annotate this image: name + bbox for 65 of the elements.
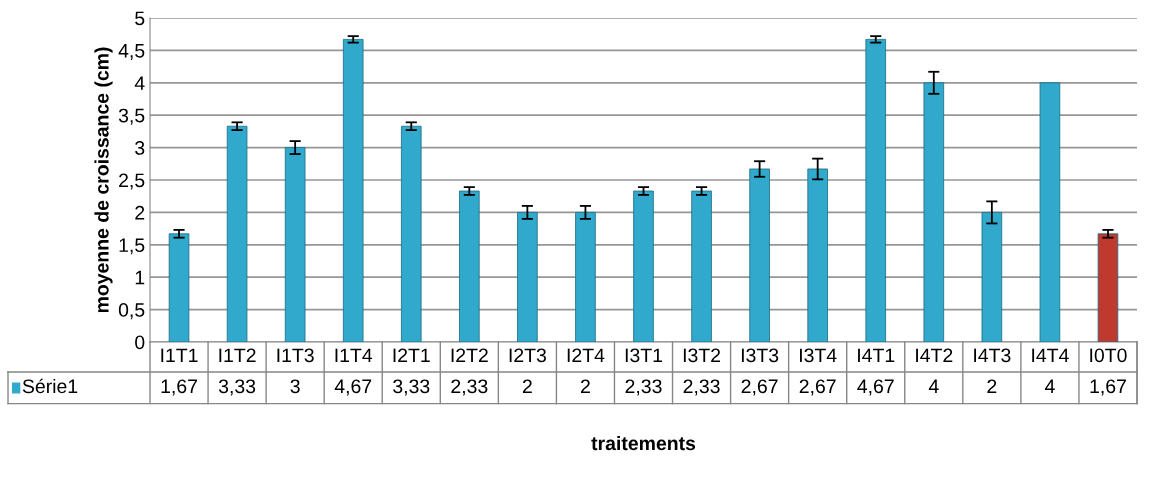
y-tick-label: 5 (135, 11, 145, 26)
y-tick-label: 2 (135, 205, 145, 220)
x-tick-label: I1T1 (161, 348, 198, 363)
y-tick-label: 2,5 (119, 173, 145, 190)
x-tick-label: I2T4 (567, 348, 605, 363)
data-label: 2 (581, 379, 590, 393)
data-label: 2,67 (741, 379, 778, 396)
y-tick-label: 0,5 (118, 303, 145, 320)
y-tick-label: 3 (135, 141, 145, 155)
x-tick-label: I3T3 (741, 348, 779, 363)
x-tick-label: I1T2 (219, 348, 256, 363)
data-label: 1,67 (161, 379, 197, 396)
bar (807, 168, 828, 342)
data-label: 4 (928, 379, 939, 393)
x-tick-label: I3T1 (625, 348, 663, 363)
y-tick-label: 0 (135, 335, 145, 350)
y-tick-label: 1 (135, 270, 145, 285)
x-tick-label: I4T1 (858, 348, 895, 363)
bar (1097, 233, 1119, 342)
x-tick-label: I2T3 (509, 348, 546, 363)
bar (749, 168, 770, 342)
data-label: 4,67 (334, 379, 372, 396)
x-tick-label: I4T2 (916, 348, 953, 363)
bar (981, 211, 1003, 342)
y-tick-label: 1,5 (119, 238, 145, 255)
bar (1039, 82, 1061, 342)
y-axis-title: moyenne de croissance (cm) (94, 47, 113, 313)
bar (342, 38, 364, 342)
data-label: 2,33 (451, 379, 488, 396)
x-tick-label: I4T3 (974, 348, 1011, 363)
x-axis-title: traitements (591, 435, 696, 451)
bar (865, 38, 887, 342)
data-label: 1,67 (1090, 379, 1126, 396)
x-tick-label: I3T2 (683, 348, 721, 363)
x-tick-label: I1T3 (277, 348, 314, 363)
data-label: 4,67 (857, 379, 894, 396)
data-label: 4 (1044, 379, 1055, 393)
bar (691, 190, 712, 342)
bar (226, 125, 248, 342)
data-label: 3 (290, 379, 300, 394)
x-tick-label: I2T2 (451, 348, 488, 363)
bar (517, 211, 538, 342)
bar (284, 147, 306, 342)
bar (168, 233, 190, 342)
y-tick-label: 4,5 (118, 44, 145, 60)
data-label: 2 (522, 379, 532, 393)
x-tick-label: I0T0 (1090, 348, 1127, 363)
x-tick-label: I3T4 (800, 348, 837, 363)
data-label: 3,33 (393, 379, 430, 396)
bar (400, 125, 422, 342)
y-tick-label: 3,5 (118, 108, 145, 125)
bar (923, 82, 945, 342)
x-tick-label: I4T4 (1032, 348, 1069, 363)
data-label: 2,33 (625, 379, 662, 396)
data-label: 3,33 (218, 379, 256, 396)
bar (459, 190, 480, 342)
x-tick-label: I1T4 (335, 348, 373, 363)
bar (633, 190, 654, 342)
bar (575, 211, 596, 342)
y-tick-label: 4 (134, 76, 145, 90)
legend-label: Série1 (22, 378, 78, 394)
x-tick-label: I2T1 (393, 348, 430, 363)
data-label: 2 (987, 379, 997, 393)
data-label: 2,67 (799, 379, 836, 396)
data-label: 2,33 (683, 379, 720, 396)
